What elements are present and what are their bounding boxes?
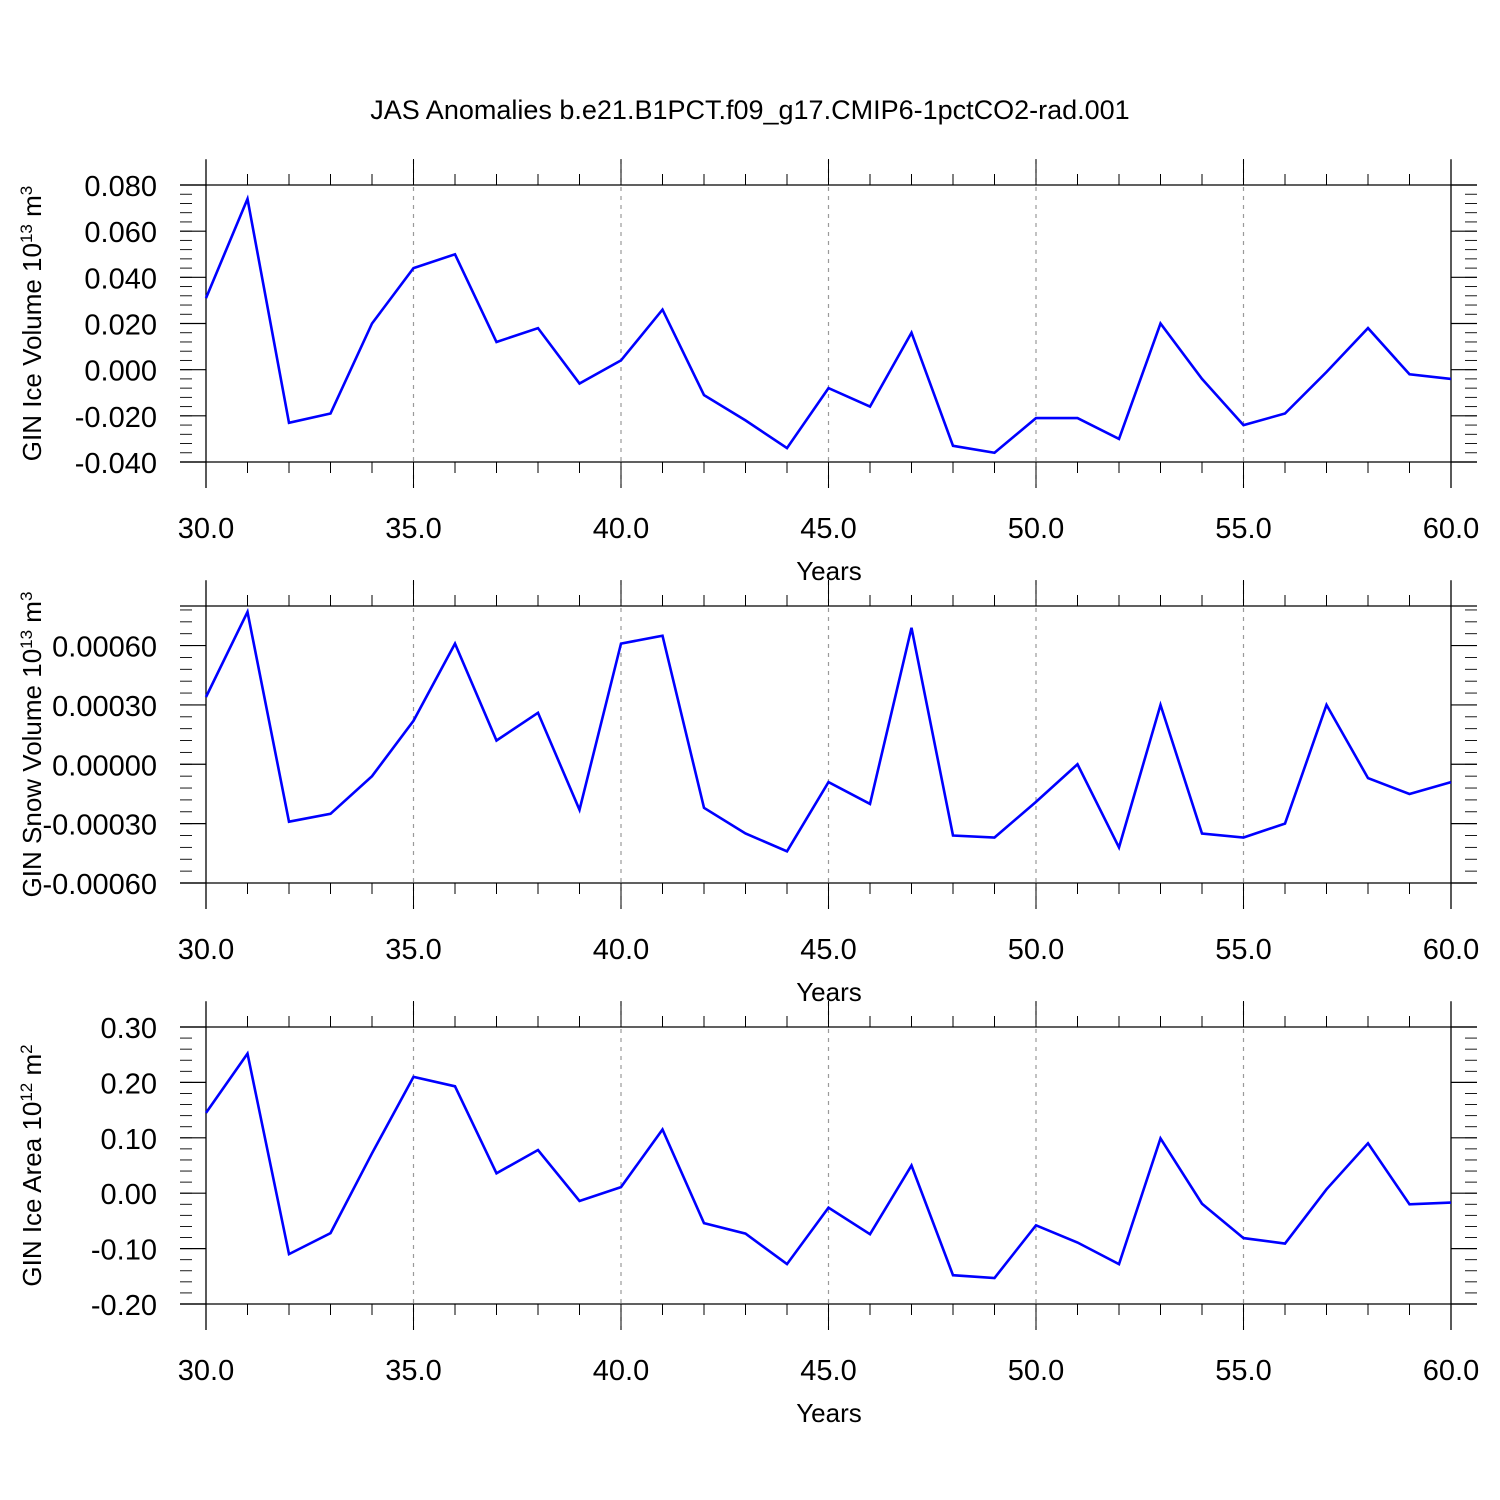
y-tick-label: 0.20 <box>101 1068 157 1100</box>
y-tick-label: 0.080 <box>84 171 157 203</box>
y-tick-label: 0.000 <box>84 356 157 388</box>
x-tick-label: 35.0 <box>385 934 441 966</box>
y-tick-label: 0.30 <box>101 1013 157 1045</box>
x-tick-label: 50.0 <box>1008 1355 1064 1387</box>
x-tick-label: 45.0 <box>800 934 856 966</box>
x-tick-label: 55.0 <box>1215 513 1271 545</box>
panel-3: 0.30 0.20 0.10 0.00 -0.10 -0.20 30.0 35.0 40.0 45… <box>17 1001 1479 1428</box>
chart-title: JAS Anomalies b.e21.B1PCT.f09_g17.CMIP6-… <box>370 95 1130 125</box>
y-tick-label: -0.00060 <box>43 869 158 901</box>
y-tick-label: 0.00000 <box>52 750 157 782</box>
x-tick-label: 40.0 <box>593 513 649 545</box>
y-tick-label: 0.00030 <box>52 691 157 723</box>
y-tick-label: -0.20 <box>91 1290 157 1322</box>
x-tick-label: 35.0 <box>385 1355 441 1387</box>
panel-2: 0.00060 0.00030 0.00000 -0.00030 -0.00060 30.… <box>17 580 1479 1007</box>
x-tick-label: 50.0 <box>1008 513 1064 545</box>
y-tick-label: 0.040 <box>84 263 157 295</box>
y-tick-label: 0.10 <box>101 1124 157 1156</box>
x-tick-label: 45.0 <box>800 513 856 545</box>
x-tick-label: 45.0 <box>800 1355 856 1387</box>
x-tick-label: 40.0 <box>593 1355 649 1387</box>
y-tick-label: 0.00 <box>101 1179 157 1211</box>
y-tick-label: -0.10 <box>91 1235 157 1267</box>
x-tick-label: 30.0 <box>178 513 234 545</box>
y-tick-label: -0.040 <box>75 448 157 480</box>
x-tick-label: 60.0 <box>1423 513 1479 545</box>
y-axis-label: GIN Snow Volume 1013 m3 <box>17 592 48 898</box>
x-tick-label: 55.0 <box>1215 1355 1271 1387</box>
x-tick-label: 50.0 <box>1008 934 1064 966</box>
panel-1: 0.080 0.060 0.040 0.020 0.000 -0.020 -0.040 30.… <box>17 159 1479 586</box>
y-tick-label: 0.00060 <box>52 632 157 664</box>
y-tick-label: 0.060 <box>84 217 157 249</box>
y-tick-label: -0.020 <box>75 402 157 434</box>
x-tick-label: 60.0 <box>1423 1355 1479 1387</box>
y-axis-label: GIN Ice Volume 1013 m3 <box>17 186 48 462</box>
x-tick-label: 55.0 <box>1215 934 1271 966</box>
x-tick-label: 60.0 <box>1423 934 1479 966</box>
x-tick-label: 30.0 <box>178 1355 234 1387</box>
y-axis-label: GIN Ice Area 1012 m2 <box>17 1044 48 1286</box>
x-tick-label: 30.0 <box>178 934 234 966</box>
y-tick-label: -0.00030 <box>43 810 158 842</box>
x-axis-label: Years <box>796 1398 862 1428</box>
y-tick-label: 0.020 <box>84 310 157 342</box>
x-tick-label: 40.0 <box>593 934 649 966</box>
x-tick-label: 35.0 <box>385 513 441 545</box>
